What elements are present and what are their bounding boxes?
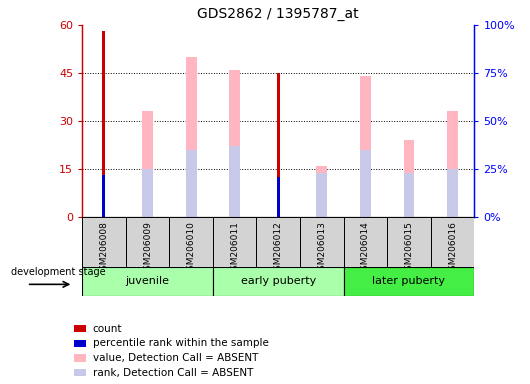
Text: GSM206011: GSM206011 bbox=[230, 221, 239, 276]
Text: juvenile: juvenile bbox=[126, 276, 170, 286]
Title: GDS2862 / 1395787_at: GDS2862 / 1395787_at bbox=[198, 7, 359, 21]
Bar bbox=[142, 111, 153, 217]
Bar bbox=[447, 111, 458, 217]
Bar bbox=[82, 267, 213, 296]
Bar bbox=[316, 166, 328, 217]
Bar bbox=[277, 177, 280, 217]
Text: percentile rank within the sample: percentile rank within the sample bbox=[93, 338, 268, 348]
Bar bbox=[403, 173, 414, 217]
Bar bbox=[169, 217, 213, 267]
Bar bbox=[102, 31, 105, 217]
Bar bbox=[343, 267, 474, 296]
Bar bbox=[74, 354, 85, 362]
Bar bbox=[403, 140, 414, 217]
Bar bbox=[360, 76, 371, 217]
Text: value, Detection Call = ABSENT: value, Detection Call = ABSENT bbox=[93, 353, 258, 363]
Bar bbox=[213, 217, 257, 267]
Bar bbox=[82, 217, 126, 267]
Text: early puberty: early puberty bbox=[241, 276, 316, 286]
Text: development stage: development stage bbox=[11, 266, 105, 277]
Bar bbox=[431, 217, 474, 267]
Bar bbox=[277, 73, 280, 217]
Bar bbox=[387, 217, 431, 267]
Text: GSM206008: GSM206008 bbox=[100, 221, 109, 276]
Text: later puberty: later puberty bbox=[373, 276, 446, 286]
Bar bbox=[229, 70, 240, 217]
Text: GSM206016: GSM206016 bbox=[448, 221, 457, 276]
Text: GSM206015: GSM206015 bbox=[404, 221, 413, 276]
Text: GSM206010: GSM206010 bbox=[187, 221, 196, 276]
Bar bbox=[186, 57, 197, 217]
Bar bbox=[213, 267, 343, 296]
Bar bbox=[316, 173, 328, 217]
Bar bbox=[343, 217, 387, 267]
Bar bbox=[360, 150, 371, 217]
Bar bbox=[74, 325, 85, 332]
Bar bbox=[126, 217, 169, 267]
Bar bbox=[186, 150, 197, 217]
Text: rank, Detection Call = ABSENT: rank, Detection Call = ABSENT bbox=[93, 368, 253, 378]
Text: count: count bbox=[93, 324, 122, 334]
Text: GSM206012: GSM206012 bbox=[274, 221, 282, 276]
Bar bbox=[102, 175, 105, 217]
Text: GSM206009: GSM206009 bbox=[143, 221, 152, 276]
Bar bbox=[74, 369, 85, 376]
Bar bbox=[229, 146, 240, 217]
Text: GSM206013: GSM206013 bbox=[317, 221, 326, 276]
Bar bbox=[447, 169, 458, 217]
Bar bbox=[74, 339, 85, 347]
Text: GSM206014: GSM206014 bbox=[361, 221, 370, 276]
Bar bbox=[142, 169, 153, 217]
Bar bbox=[257, 217, 300, 267]
Bar bbox=[300, 217, 343, 267]
